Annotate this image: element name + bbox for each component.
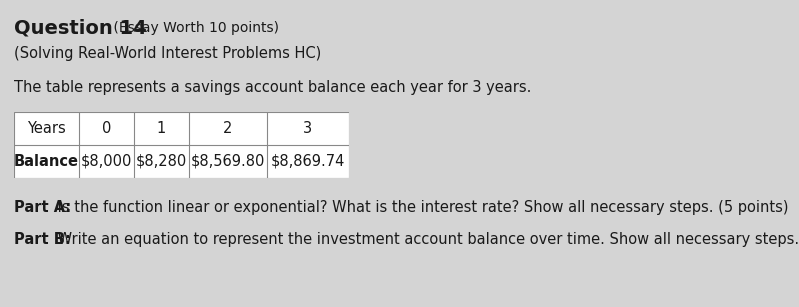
Text: 1: 1 xyxy=(157,121,166,136)
Text: 2: 2 xyxy=(223,121,233,136)
Text: Part B:: Part B: xyxy=(14,232,71,247)
Text: $8,869.74: $8,869.74 xyxy=(271,154,345,169)
Text: 3: 3 xyxy=(304,121,312,136)
Text: The table represents a savings account balance each year for 3 years.: The table represents a savings account b… xyxy=(14,80,531,95)
Text: $8,569.80: $8,569.80 xyxy=(191,154,265,169)
Text: Is the function linear or exponential? What is the interest rate? Show all neces: Is the function linear or exponential? W… xyxy=(53,200,789,215)
Text: Write an equation to represent the investment account balance over time. Show al: Write an equation to represent the inves… xyxy=(53,232,799,247)
Text: $8,000: $8,000 xyxy=(81,154,132,169)
Text: $8,280: $8,280 xyxy=(136,154,187,169)
Text: 0: 0 xyxy=(101,121,111,136)
Text: (Solving Real-World Interest Problems HC): (Solving Real-World Interest Problems HC… xyxy=(14,46,321,61)
Text: Part A:: Part A: xyxy=(14,200,71,215)
Text: Years: Years xyxy=(27,121,66,136)
Text: (Essay Worth 10 points): (Essay Worth 10 points) xyxy=(109,21,279,35)
Text: Balance: Balance xyxy=(14,154,79,169)
Text: Question 14: Question 14 xyxy=(14,18,147,37)
